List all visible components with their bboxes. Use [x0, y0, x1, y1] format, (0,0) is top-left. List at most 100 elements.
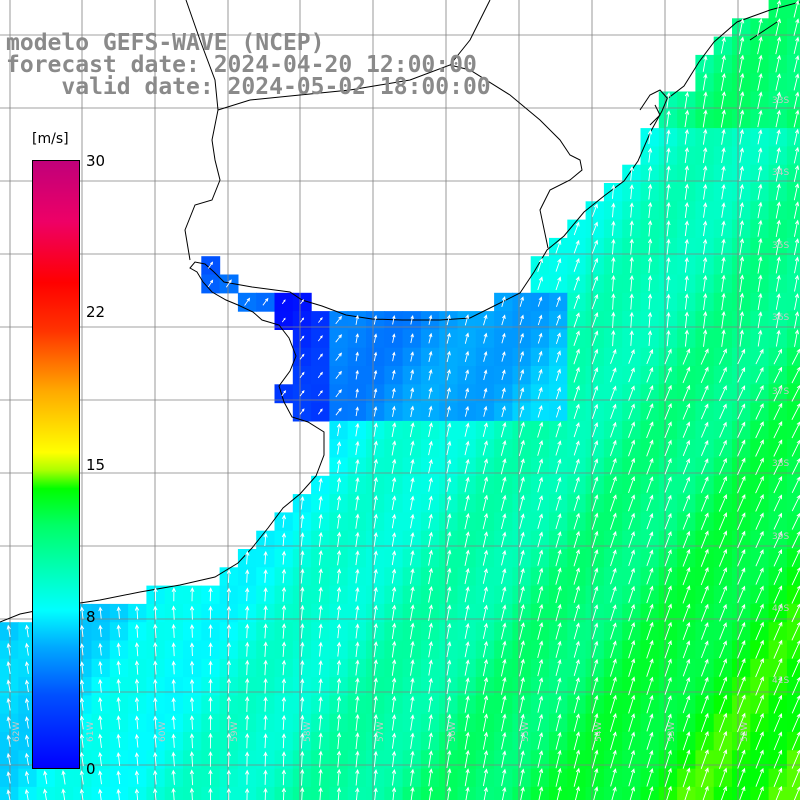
wind-arrow — [718, 457, 727, 475]
colorbar-tick-15: 15 — [86, 456, 106, 474]
wind-arrow — [318, 641, 323, 657]
lat-label: 41S — [772, 676, 790, 686]
wind-arrow — [737, 731, 746, 751]
wind-arrow — [373, 458, 378, 474]
wind-arrow — [336, 477, 342, 492]
wind-arrow — [355, 586, 360, 602]
wind-arrow — [628, 676, 636, 696]
wind-arrow — [664, 658, 672, 677]
wind-arrow — [739, 292, 745, 311]
wind-speed-cell — [73, 786, 93, 800]
wind-arrow — [794, 311, 800, 329]
wind-arrow — [757, 129, 763, 145]
wind-arrow — [773, 767, 783, 788]
wind-speed-cell — [786, 512, 800, 532]
wind-arrow — [556, 296, 561, 307]
wind-arrow — [519, 458, 525, 475]
wind-arrow — [501, 731, 507, 750]
wind-arrow — [757, 18, 763, 36]
wind-arrow — [373, 604, 378, 621]
wind-arrow — [482, 494, 489, 512]
wind-arrow — [628, 622, 636, 640]
wind-arrow — [610, 567, 617, 585]
wind-arrow — [391, 387, 396, 399]
colorbar-tick-30: 30 — [86, 152, 106, 170]
wind-arrow — [483, 332, 488, 344]
wind-arrow — [482, 640, 489, 658]
wind-arrow — [446, 604, 452, 621]
wind-arrow — [757, 147, 763, 163]
wind-arrow — [739, 201, 744, 218]
lon-label: 61W — [86, 721, 96, 742]
wind-arrow — [737, 549, 746, 567]
wind-arrow — [721, 256, 726, 274]
wind-arrow — [428, 350, 433, 362]
wind-arrow — [666, 293, 671, 310]
wind-arrow — [519, 622, 525, 640]
wind-arrow — [373, 787, 378, 800]
wind-arrow — [646, 603, 654, 622]
wind-arrow — [719, 622, 727, 640]
wind-arrow — [245, 569, 250, 583]
wind-arrow — [464, 604, 470, 621]
wind-arrow — [573, 330, 580, 346]
wind-arrow — [591, 622, 599, 640]
wind-arrow — [573, 422, 580, 438]
wind-arrow — [318, 786, 323, 800]
wind-arrow — [755, 384, 764, 402]
wind-arrow — [628, 512, 635, 530]
wind-arrow — [281, 623, 287, 639]
wind-arrow — [483, 314, 488, 326]
wind-arrow — [755, 530, 764, 549]
wind-arrow — [373, 713, 378, 731]
wind-arrow — [373, 476, 378, 493]
wind-arrow — [189, 660, 195, 675]
wind-arrow — [757, 256, 763, 274]
wind-arrow — [446, 695, 452, 713]
wind-arrow — [43, 770, 48, 785]
wind-arrow — [611, 329, 616, 347]
wind-arrow — [737, 640, 746, 659]
wind-arrow — [6, 771, 11, 784]
wind-arrow — [629, 238, 634, 255]
wind-arrow — [79, 715, 85, 730]
wind-arrow — [281, 532, 287, 547]
wind-arrow — [682, 713, 691, 732]
wind-arrow — [98, 733, 103, 748]
wind-arrow — [573, 440, 580, 456]
wind-arrow — [244, 787, 250, 800]
wind-arrow — [773, 621, 783, 641]
wind-arrow — [500, 531, 507, 548]
wind-arrow — [519, 476, 525, 493]
wind-speed-cell — [786, 439, 800, 459]
wind-arrow — [755, 475, 764, 494]
wind-arrow — [628, 476, 636, 494]
wind-arrow — [647, 147, 653, 163]
wind-arrow — [519, 332, 524, 344]
wind-arrow — [501, 568, 507, 584]
wind-arrow — [79, 770, 84, 785]
wind-arrow — [647, 256, 653, 273]
wind-arrow — [520, 786, 525, 800]
wind-arrow — [226, 605, 232, 620]
wind-arrow — [666, 256, 671, 273]
wind-speed-cell — [732, 786, 751, 800]
wind-arrow — [718, 530, 728, 549]
wind-arrow — [263, 714, 268, 730]
wind-arrow — [719, 439, 727, 457]
wind-arrow — [336, 605, 342, 620]
wind-arrow — [591, 567, 599, 585]
wind-arrow — [629, 330, 634, 346]
wind-arrow — [263, 641, 268, 657]
wind-arrow — [263, 769, 268, 785]
wind-arrow — [537, 768, 544, 787]
wind-arrow — [700, 403, 709, 420]
wind-arrow — [791, 603, 800, 623]
wind-arrow — [391, 714, 397, 731]
wind-arrow — [373, 333, 378, 343]
wind-arrow — [410, 531, 415, 547]
wind-arrow — [573, 385, 580, 401]
wind-arrow — [519, 768, 525, 787]
wind-arrow — [392, 369, 396, 380]
wind-arrow — [591, 422, 599, 438]
